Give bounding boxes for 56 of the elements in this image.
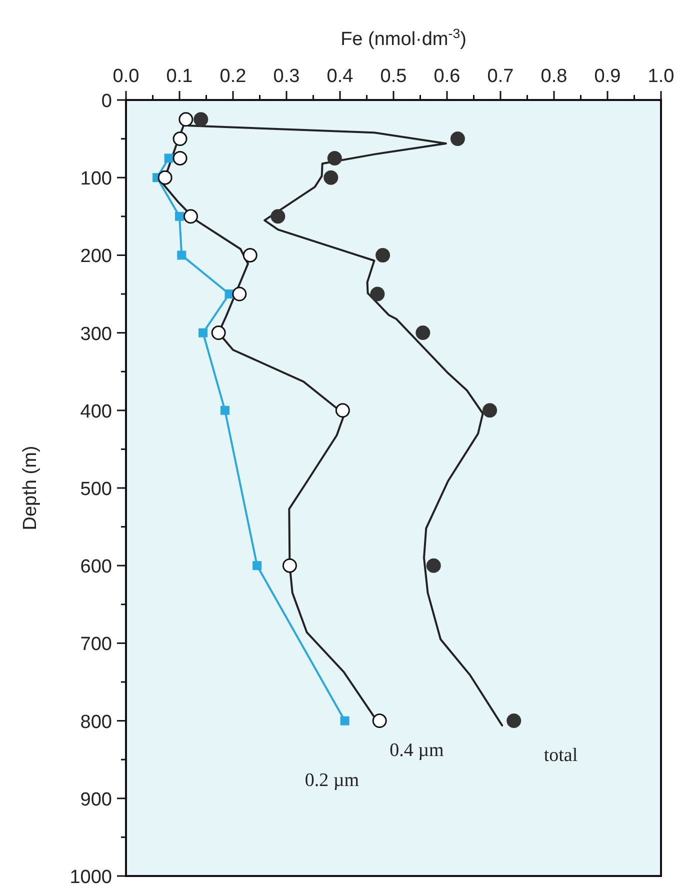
point [220, 406, 230, 415]
point [370, 286, 385, 302]
y-tick-label: 1000 [70, 867, 112, 888]
point [172, 132, 188, 146]
x-tick-label: 0.8 [540, 66, 568, 87]
x-tick-label: 0.1 [166, 66, 193, 87]
point [211, 326, 226, 340]
point [482, 403, 498, 418]
point [198, 328, 208, 338]
point [270, 209, 286, 224]
point [175, 212, 184, 221]
point [242, 248, 258, 262]
y-tick-label: 400 [80, 401, 112, 422]
point [327, 150, 342, 166]
point [376, 248, 390, 262]
y-axis-title: Depth (m) [20, 446, 41, 530]
point [178, 112, 194, 127]
point [164, 154, 174, 163]
point [252, 561, 262, 570]
y-tick-label: 600 [80, 556, 112, 578]
x-tick-label: 0.3 [273, 66, 300, 87]
series-label: 0.4 µm [390, 740, 444, 761]
point [416, 326, 430, 340]
point [340, 716, 350, 726]
y-tick-label: 300 [80, 324, 112, 345]
y-tick-label: 100 [80, 168, 112, 190]
point [172, 150, 188, 166]
point [183, 209, 198, 224]
x-tick-label: 0.6 [434, 66, 460, 87]
point [426, 558, 441, 573]
point [324, 170, 338, 185]
x-tick-label: 1.0 [648, 66, 674, 87]
y-tick-label: 800 [80, 712, 112, 733]
text: 0.2 µm [304, 770, 360, 791]
point [282, 558, 297, 573]
point [232, 286, 247, 302]
x-tick-label: 0.0 [112, 66, 140, 87]
y-tick-label: 700 [80, 634, 112, 656]
point [158, 170, 172, 185]
y-tick-label: 500 [80, 479, 112, 500]
series-label: total [544, 744, 578, 766]
x-axis-title: Fe (nmol·dm$^{-3}$) [340, 26, 466, 50]
x-tick-label: 0.5 [380, 66, 407, 87]
point [335, 403, 350, 418]
x-tick-label: 0.7 [487, 66, 514, 87]
point [194, 112, 208, 127]
y-tick-label: 0 [101, 91, 112, 112]
y-tick-label: 900 [80, 789, 112, 810]
point [177, 250, 186, 260]
point [506, 714, 522, 728]
x-tick-label: 0.2 [220, 66, 246, 87]
x-tick-label: 0.9 [594, 66, 621, 87]
y-tick-label: 200 [80, 246, 112, 268]
x-tick-label: 0.4 [326, 66, 354, 87]
point [372, 714, 387, 728]
point [450, 132, 465, 146]
